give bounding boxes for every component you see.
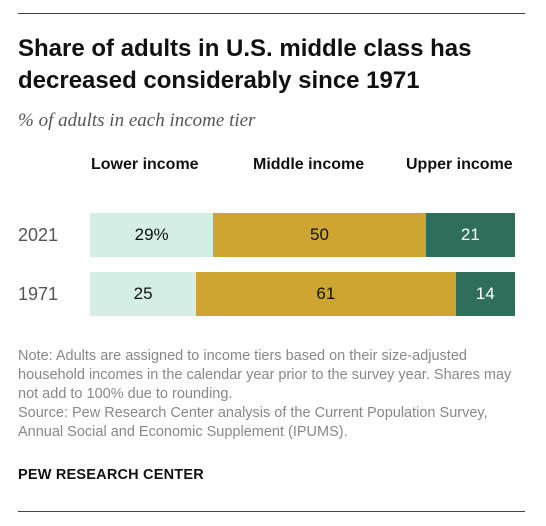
row-label-2021: 2021 xyxy=(18,225,59,245)
brand-name: PEW RESEARCH CENTER xyxy=(18,467,204,483)
lower-income-bar-1971: 25 xyxy=(90,272,197,316)
row-label-1971: 1971 xyxy=(18,284,59,304)
middle-income-bar-2021: 50 xyxy=(213,213,426,257)
bottom-rule xyxy=(18,511,525,512)
legend-middle-income: Middle income xyxy=(253,156,365,173)
bar-row-2021: 29% 50 21 xyxy=(90,213,515,257)
legend-lower-income: Lower income xyxy=(91,156,199,173)
bar-row-1971: 25 61 14 xyxy=(90,272,515,316)
upper-income-bar-2021: 21 xyxy=(425,213,515,257)
chart-title: Share of adults in U.S. middle class has… xyxy=(18,35,472,94)
source-text: Source: Pew Research Center analysis of … xyxy=(18,405,488,440)
lower-income-bar-2021: 29% xyxy=(90,213,214,257)
middle-income-bar-1971: 61 xyxy=(196,272,456,316)
upper-income-bar-1971: 14 xyxy=(455,272,515,316)
top-rule xyxy=(18,13,525,14)
note-text: Note: Adults are assigned to income tier… xyxy=(18,348,512,402)
chart-note: Note: Adults are assigned to income tier… xyxy=(18,347,528,442)
legend-upper-income: Upper income xyxy=(406,156,513,173)
chart-subtitle: % of adults in each income tier xyxy=(18,110,256,131)
